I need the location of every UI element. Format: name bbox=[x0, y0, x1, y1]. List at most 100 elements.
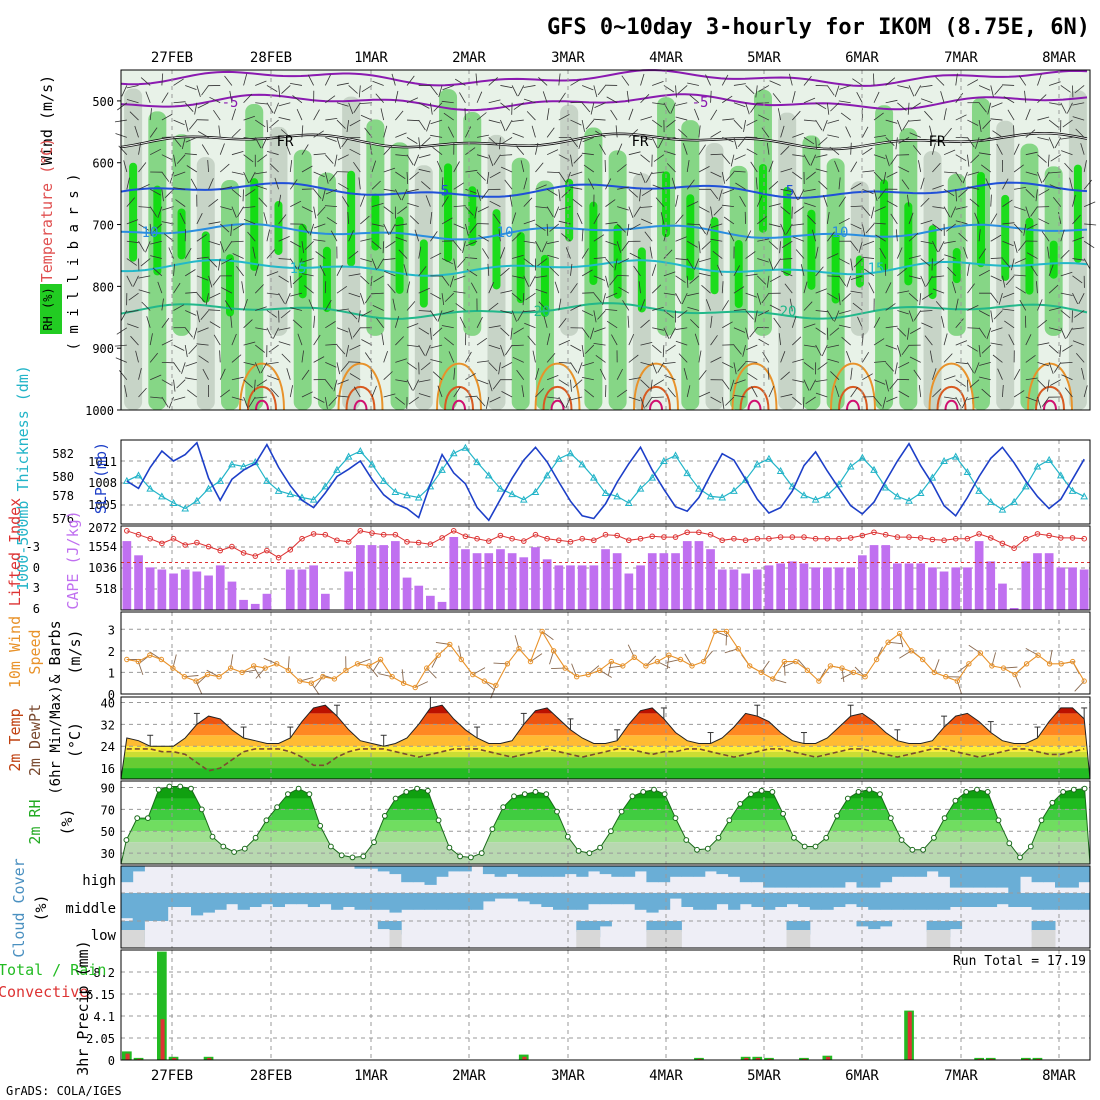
wind-barb bbox=[640, 299, 646, 311]
rh-point bbox=[166, 783, 173, 790]
wind-barb bbox=[1025, 129, 1036, 138]
cloud-low-gap bbox=[121, 930, 134, 948]
cloud-cell bbox=[658, 893, 671, 910]
cloud-cell bbox=[856, 921, 869, 927]
rh-point bbox=[586, 850, 593, 856]
wind-barb bbox=[358, 177, 361, 190]
wind-barb bbox=[745, 85, 755, 95]
wind-barb bbox=[201, 144, 209, 155]
li-point bbox=[929, 536, 936, 543]
wind-barb bbox=[168, 396, 174, 409]
wind-barb bbox=[161, 113, 173, 121]
thickness-point bbox=[122, 476, 131, 484]
wind-barb bbox=[375, 93, 384, 104]
wind-barb bbox=[978, 345, 981, 358]
wind-barb bbox=[383, 188, 396, 192]
thickness-point bbox=[870, 465, 878, 473]
wind-barb bbox=[581, 119, 585, 132]
precip-conv-bar bbox=[826, 1056, 831, 1060]
wind-barb bbox=[585, 119, 595, 130]
wind-barb bbox=[886, 171, 898, 178]
sounding-frame bbox=[120, 69, 1091, 411]
wind-barb bbox=[138, 162, 147, 173]
cloud-low-gap bbox=[132, 930, 145, 948]
wind-barb bbox=[289, 179, 298, 190]
wind-barb bbox=[292, 275, 303, 285]
wind-barb bbox=[768, 160, 774, 173]
ylabel-wind10m-a: 10m Wind bbox=[6, 616, 24, 688]
wind-barb bbox=[266, 151, 279, 156]
wind-barb bbox=[336, 82, 349, 86]
wind-barb bbox=[465, 395, 478, 398]
wind-barb bbox=[791, 110, 801, 121]
wind-barb bbox=[1005, 275, 1015, 286]
wind-barb bbox=[913, 310, 922, 321]
wind-barb bbox=[701, 240, 711, 250]
wind-barb bbox=[921, 322, 933, 329]
wind-barb bbox=[841, 292, 851, 302]
wind-barb bbox=[677, 85, 688, 94]
thickness-tick-label: 578 bbox=[52, 489, 74, 503]
wind-barb bbox=[838, 196, 847, 207]
wind-barb bbox=[663, 292, 676, 296]
wind-barb bbox=[815, 246, 819, 259]
wind-barb bbox=[241, 281, 244, 294]
wind-barb bbox=[301, 273, 314, 277]
wind10m-point bbox=[251, 663, 257, 669]
rh-point bbox=[252, 834, 259, 841]
wind-barb bbox=[689, 94, 700, 104]
li-point bbox=[1081, 535, 1087, 542]
cloud-cell bbox=[529, 893, 542, 905]
wind-barb bbox=[538, 77, 548, 86]
wind-barb bbox=[406, 97, 419, 104]
thickness-point bbox=[718, 493, 727, 501]
wind-barb bbox=[640, 116, 653, 121]
wind-barb bbox=[994, 85, 1003, 95]
wind-barb bbox=[792, 379, 805, 383]
wind-barb bbox=[698, 350, 702, 363]
wind-barb bbox=[565, 247, 571, 259]
wind-barb bbox=[810, 154, 817, 166]
wind-barb bbox=[152, 267, 163, 277]
li-point bbox=[521, 538, 527, 544]
wind-barb bbox=[301, 206, 313, 213]
isotherm-25 bbox=[436, 362, 482, 411]
cape-bar bbox=[192, 571, 202, 610]
wind-barb bbox=[821, 344, 828, 357]
cloud-cell bbox=[704, 893, 717, 910]
wind-barb bbox=[173, 78, 184, 86]
cape-bar bbox=[986, 561, 996, 610]
cloud-cell bbox=[809, 893, 822, 910]
wind-barb bbox=[489, 171, 501, 179]
wind-barb bbox=[353, 386, 361, 398]
cloud-cell bbox=[833, 893, 846, 907]
rh-point bbox=[1081, 785, 1088, 792]
wind-barb bbox=[500, 247, 506, 259]
wind-barb bbox=[523, 310, 536, 313]
rh-point bbox=[478, 850, 485, 856]
precip-panel bbox=[121, 950, 1090, 1060]
wind-barb bbox=[208, 258, 218, 268]
wind10m-point bbox=[516, 646, 522, 652]
wind10m-point bbox=[124, 656, 130, 663]
wind-barb bbox=[150, 255, 162, 259]
wind-barb bbox=[955, 318, 964, 329]
wind-barb bbox=[1048, 137, 1055, 149]
wind-barb bbox=[441, 293, 445, 306]
wind-barb bbox=[336, 102, 349, 107]
wind-barb bbox=[929, 350, 933, 363]
wind-barb bbox=[920, 197, 930, 207]
wind-barb bbox=[629, 252, 641, 259]
ylabel-slp: SLP (mb) bbox=[92, 442, 110, 514]
rh-point bbox=[1027, 843, 1034, 850]
wind10m-point bbox=[262, 665, 268, 671]
cape-bar bbox=[858, 555, 867, 610]
wind-barb bbox=[492, 379, 501, 390]
wind-barb bbox=[392, 298, 396, 311]
precip-conv-bar bbox=[755, 1057, 760, 1060]
li-point bbox=[170, 535, 177, 542]
wind-barb bbox=[145, 91, 151, 103]
wind-barb bbox=[184, 345, 188, 357]
wind-barb bbox=[1007, 109, 1015, 121]
wind10m-point bbox=[297, 678, 303, 684]
